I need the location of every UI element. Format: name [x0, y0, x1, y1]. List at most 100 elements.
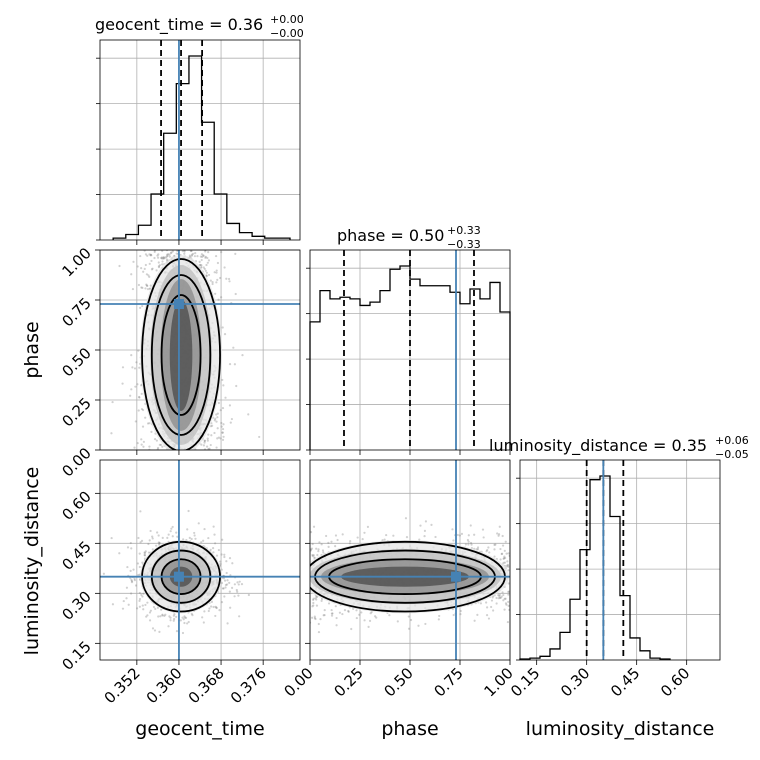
sample-point [499, 596, 502, 599]
sample-point [311, 553, 314, 557]
sample-point [149, 253, 152, 256]
sample-point [209, 443, 212, 447]
sample-point [497, 533, 501, 536]
sample-point [221, 431, 224, 434]
sample-point [236, 590, 239, 593]
sample-point [505, 565, 508, 568]
sample-point [409, 618, 413, 622]
sample-point [148, 262, 151, 265]
sample-point [423, 535, 426, 538]
sample-point [237, 594, 240, 597]
sample-point [199, 255, 202, 258]
sample-point [158, 630, 161, 633]
sample-point [140, 286, 143, 289]
sample-point [313, 617, 316, 620]
contour [160, 294, 202, 416]
sample-point [139, 306, 142, 309]
sample-point [358, 613, 361, 616]
xtick-label-geocent_time: 0.360 [143, 664, 186, 707]
sample-point [156, 254, 159, 257]
sample-point [183, 250, 186, 253]
sample-point [232, 346, 235, 349]
xtick-label-geocent_time: 0.376 [227, 664, 270, 707]
sample-point [228, 280, 231, 283]
sample-point [209, 548, 212, 551]
sample-point [151, 267, 154, 270]
sample-point [130, 578, 133, 581]
sample-point [163, 614, 166, 617]
sample-point [220, 601, 224, 604]
sample-point [312, 604, 315, 607]
sample-point [392, 534, 395, 537]
sample-point [481, 528, 485, 531]
sample-point [221, 406, 225, 410]
sample-point [149, 529, 152, 533]
sample-point [139, 541, 142, 544]
density-shade [169, 299, 193, 411]
sample-point [503, 597, 506, 600]
sample-point [469, 541, 473, 545]
sample-point [143, 267, 146, 271]
sample-point [312, 525, 316, 528]
sample-point [130, 273, 133, 276]
sample-point [154, 607, 157, 610]
sample-point [205, 271, 208, 274]
panel-frame-0-2 [99, 459, 301, 661]
contour [150, 274, 212, 436]
panel-frame-2-2 [519, 459, 721, 661]
sample-point [126, 546, 130, 549]
sample-point [219, 276, 222, 280]
sample-point [157, 534, 160, 537]
sample-point [135, 361, 138, 364]
sample-point [203, 267, 206, 271]
sample-point [157, 541, 160, 544]
sample-point [507, 582, 510, 585]
sample-point [138, 605, 141, 608]
sample-point [493, 555, 496, 558]
sample-point [133, 579, 136, 582]
sample-point [482, 536, 485, 539]
sample-point [490, 605, 493, 609]
sample-point [137, 409, 140, 412]
sample-point [313, 556, 316, 559]
sample-point [434, 535, 437, 539]
sample-point [168, 615, 171, 618]
sample-point [137, 573, 140, 577]
contour [141, 258, 221, 450]
sample-point [476, 546, 480, 549]
sample-point [311, 555, 314, 558]
sample-point [223, 595, 226, 598]
sample-point [159, 256, 163, 260]
sample-point [193, 534, 196, 537]
sample-point [166, 536, 169, 539]
sample-point [202, 444, 206, 447]
sample-point [456, 533, 459, 537]
sample-point [170, 527, 173, 530]
sample-point [423, 529, 427, 533]
sample-point [142, 592, 145, 595]
sample-point [388, 614, 391, 617]
sample-point [221, 438, 225, 441]
sample-point [210, 434, 213, 437]
sample-point [206, 256, 209, 260]
sample-point [211, 424, 214, 427]
sample-point [201, 616, 204, 619]
sample-point [473, 619, 476, 622]
sample-point [173, 613, 176, 616]
sample-point [327, 545, 330, 548]
sample-point [151, 627, 155, 630]
sample-point [220, 421, 223, 425]
sample-point [216, 416, 219, 419]
sample-point [349, 539, 352, 543]
sample-point [157, 256, 160, 259]
sample-point [155, 269, 158, 272]
sample-point [219, 560, 222, 563]
sample-point [135, 607, 139, 610]
sample-point [367, 625, 370, 628]
sample-point [186, 528, 189, 531]
title-phase: phase = 0.50 [337, 226, 444, 245]
sample-point [141, 425, 145, 428]
sample-point [145, 615, 148, 618]
sample-point [310, 616, 314, 619]
sample-point [161, 613, 164, 616]
